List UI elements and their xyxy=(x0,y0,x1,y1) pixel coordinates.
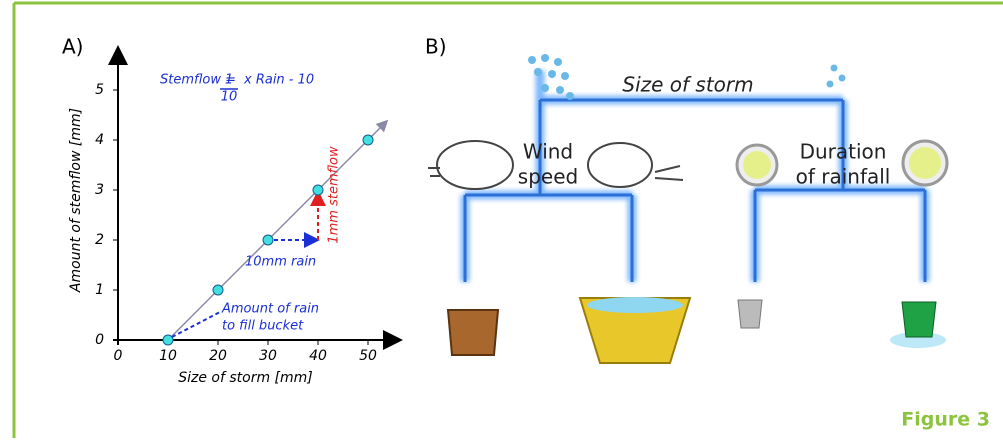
y-tick-label: 1 xyxy=(95,282,104,298)
x-axis-label: Size of storm [mm] xyxy=(178,370,313,386)
duration-label: of rainfall xyxy=(796,165,891,189)
data-point xyxy=(363,135,373,145)
data-point xyxy=(313,185,323,195)
formula: 10 xyxy=(221,90,238,105)
bucket-arrow xyxy=(172,312,220,337)
panel-label: A) xyxy=(62,35,83,59)
x-tick-label: 40 xyxy=(309,348,327,364)
wind-label: Wind xyxy=(523,140,573,164)
diagram: Size of storm Wind speed Duration of rai… xyxy=(428,54,947,363)
chart-a: 0 10 20 30 40 50 0 1 2 3 4 5 Size of storm [mm] Amoun… xyxy=(68,55,393,386)
data-point xyxy=(213,285,223,295)
y-tick-label: 5 xyxy=(95,82,104,98)
data-point xyxy=(263,235,273,245)
y-tick-label: 2 xyxy=(95,232,104,248)
y-axis-label: Amount of stemflow [mm] xyxy=(68,108,84,293)
x-tick-label: 50 xyxy=(359,348,377,364)
rain-label: 10mm rain xyxy=(245,255,316,270)
bucket-label: to fill bucket xyxy=(222,319,304,334)
y-tick-label: 0 xyxy=(95,332,104,348)
duration-label: Duration xyxy=(800,140,887,164)
x-tick-label: 20 xyxy=(209,348,227,364)
bucket-icons xyxy=(448,297,946,363)
formula: 1 xyxy=(225,73,233,88)
panel-label: B) xyxy=(425,35,447,59)
data-point xyxy=(163,335,173,345)
wind-label: speed xyxy=(518,165,578,189)
y-tick-label: 3 xyxy=(95,182,104,198)
stemflow-label: 1mm stemflow xyxy=(327,146,342,244)
formula: x Rain - 10 xyxy=(243,73,314,88)
figure-label: Figure 3 xyxy=(901,409,990,431)
x-tick-label: 10 xyxy=(159,348,177,364)
bucket-label: Amount of rain xyxy=(221,302,319,317)
x-tick-label: 30 xyxy=(259,348,277,364)
y-tick-label: 4 xyxy=(95,132,104,148)
x-tick-label: 0 xyxy=(114,348,123,364)
figure: A) B) Figure 3 Size of storm Wind speed … xyxy=(0,0,1003,438)
root-label: Size of storm xyxy=(622,73,753,97)
